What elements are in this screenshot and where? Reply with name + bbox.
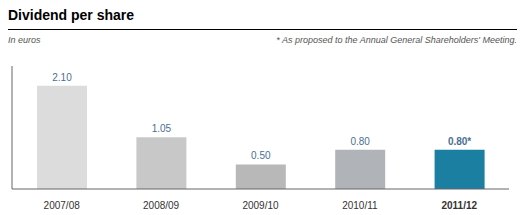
- svg-text:0.80: 0.80: [350, 136, 370, 147]
- svg-text:0.50: 0.50: [251, 150, 271, 161]
- svg-text:2007/08: 2007/08: [44, 200, 81, 211]
- html-text:* As proposed to the Annual Ge: * As proposed to the Annual General Shar…: [276, 35, 517, 45]
- svg-text:0.80*: 0.80*: [448, 136, 471, 147]
- html-text:In euros: In euros: [8, 35, 41, 45]
- html-text:Dividend per share: Dividend per share: [8, 7, 134, 23]
- svg-text:2009/10: 2009/10: [242, 200, 279, 211]
- svg-text:2008/09: 2008/09: [143, 200, 180, 211]
- svg-text:1.05: 1.05: [152, 123, 172, 134]
- svg-text:2.10: 2.10: [52, 72, 72, 83]
- svg-text:2011/12: 2011/12: [441, 200, 477, 211]
- svg-text:2010/11: 2010/11: [342, 200, 378, 211]
